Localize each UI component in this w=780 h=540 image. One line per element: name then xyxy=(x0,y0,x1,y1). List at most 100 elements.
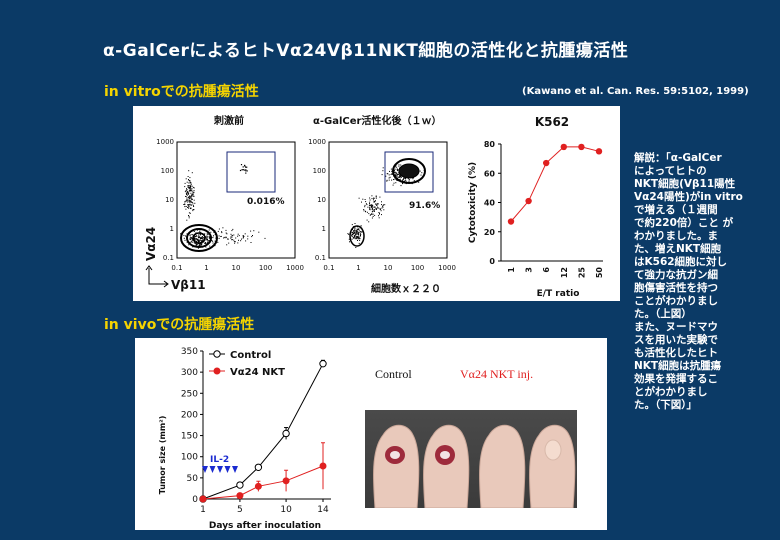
k562-data-point xyxy=(560,143,567,151)
flow-dot xyxy=(192,194,194,196)
flow-dot xyxy=(189,185,191,187)
flow-dot xyxy=(359,239,361,241)
flow-dot xyxy=(199,243,201,245)
flow-dot xyxy=(369,197,371,199)
flow-dot xyxy=(212,240,214,242)
flow-dot xyxy=(184,203,186,205)
tumor-y-tick: 100 xyxy=(181,453,198,463)
flow-dot xyxy=(244,165,246,167)
flow-dot xyxy=(208,233,210,235)
flow-dot xyxy=(207,237,209,239)
in-vivo-figure: 0 50 100 150 200 250 300 350 1 5 10 14 Days after in… xyxy=(158,347,533,530)
flow-dot xyxy=(186,181,188,183)
flow-dot xyxy=(193,231,195,232)
legend-label: Control xyxy=(230,350,271,361)
flow-dot xyxy=(202,239,204,241)
il2-arrow xyxy=(224,466,231,473)
tumor-y-tick: 350 xyxy=(181,347,198,357)
flow-dot xyxy=(190,201,192,203)
tumor-data-point xyxy=(319,359,327,368)
flow-dot xyxy=(190,189,192,191)
flow-dot xyxy=(188,190,190,192)
flow-dot xyxy=(382,167,384,169)
flow-dot xyxy=(364,206,366,208)
k562-data-point xyxy=(525,197,532,205)
flow-dot xyxy=(190,237,192,239)
flow-dot xyxy=(358,238,360,240)
flow-dot xyxy=(386,173,388,175)
flow-dot xyxy=(188,187,190,188)
flow-dot xyxy=(379,196,381,198)
flow-dot xyxy=(183,237,185,239)
tumor-data-point xyxy=(254,463,263,471)
flow-dot xyxy=(387,173,389,175)
tumor-y-tick: 0 xyxy=(192,495,198,505)
flow-dot xyxy=(246,170,248,172)
flow-dot xyxy=(193,195,195,197)
tumor-data-point xyxy=(236,481,244,489)
flow-dot xyxy=(348,233,350,235)
flow-dot xyxy=(230,237,232,239)
flow-dot xyxy=(395,175,397,177)
flow-dot xyxy=(214,234,216,236)
flow-dot xyxy=(197,240,199,242)
flow-dot xyxy=(220,236,222,237)
flow-dot xyxy=(380,210,382,212)
flow-dot xyxy=(252,235,253,236)
flow-dot xyxy=(191,195,193,197)
reference-citation: (Kawano et al. Can. Res. 59:5102, 1999) xyxy=(522,86,749,97)
flow-dot xyxy=(386,180,388,182)
flow-dot xyxy=(399,175,401,177)
flow-dot xyxy=(369,214,371,216)
flow-dot xyxy=(233,241,235,243)
k562-x-tick: 50 xyxy=(595,267,604,279)
flow-dot xyxy=(223,236,225,238)
flow-dot xyxy=(366,211,368,213)
flow-dot xyxy=(198,240,199,242)
flow-dot xyxy=(354,231,356,233)
flow-dot xyxy=(189,181,191,183)
flow-dot xyxy=(189,202,191,204)
flow-dot xyxy=(191,204,193,206)
flow-dot xyxy=(359,238,361,240)
flow-dot xyxy=(196,243,198,245)
flow-dot xyxy=(209,236,210,238)
flow-y-tick: 100 xyxy=(313,167,326,175)
flow-dot xyxy=(245,166,247,168)
flow-dot xyxy=(208,229,210,231)
flow-left-title: 刺激前 xyxy=(213,114,244,127)
flow-dot xyxy=(197,229,198,231)
flow-dot xyxy=(198,236,200,237)
flow-dot xyxy=(357,229,359,231)
flow-dot xyxy=(367,206,369,208)
flow-dot xyxy=(193,187,195,189)
flow-dot xyxy=(188,201,190,203)
flow-dot xyxy=(353,230,355,231)
flow-dot xyxy=(358,237,360,239)
k562-y-tick: 20 xyxy=(484,228,496,237)
tumor-data-point xyxy=(282,429,290,438)
flow-dot xyxy=(238,239,239,241)
flow-dot xyxy=(184,186,186,188)
flow-dot xyxy=(207,240,209,242)
flow-dot xyxy=(356,238,358,240)
flow-dot xyxy=(378,217,380,219)
flow-dot xyxy=(240,164,243,166)
flow-dot xyxy=(189,177,191,179)
flow-dot xyxy=(192,203,194,205)
flow-dot xyxy=(360,235,361,236)
flow-dot xyxy=(185,208,187,210)
flow-dot xyxy=(244,233,246,235)
flow-dot xyxy=(201,243,203,245)
flow-dot xyxy=(381,201,382,203)
flow-dot xyxy=(192,195,194,197)
flow-dot xyxy=(235,237,237,239)
flow-dot xyxy=(386,179,388,181)
flow-dot xyxy=(393,170,395,172)
flow-dot xyxy=(242,166,244,168)
flow-dot xyxy=(186,193,187,195)
flow-dot xyxy=(192,201,194,203)
flow-dot xyxy=(354,238,356,240)
flow-dot xyxy=(356,231,357,233)
flow-dot xyxy=(231,239,233,241)
